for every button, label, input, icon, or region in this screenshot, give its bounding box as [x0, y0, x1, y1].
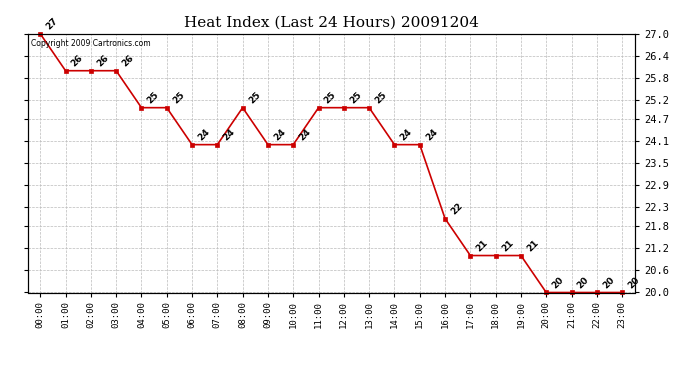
- Text: 25: 25: [146, 90, 161, 105]
- Text: 25: 25: [373, 90, 388, 105]
- Text: 20: 20: [575, 275, 591, 290]
- Text: 27: 27: [44, 16, 60, 32]
- Text: 24: 24: [196, 127, 212, 142]
- Text: 21: 21: [500, 238, 515, 254]
- Text: 21: 21: [525, 238, 540, 254]
- Text: 26: 26: [70, 53, 85, 69]
- Text: 20: 20: [601, 275, 616, 290]
- Text: 25: 25: [247, 90, 262, 105]
- Text: 25: 25: [323, 90, 338, 105]
- Text: 21: 21: [475, 238, 490, 254]
- Text: 25: 25: [348, 90, 363, 105]
- Text: 24: 24: [272, 127, 288, 142]
- Text: 26: 26: [95, 53, 110, 69]
- Text: 25: 25: [171, 90, 186, 105]
- Text: Copyright 2009 Cartronics.com: Copyright 2009 Cartronics.com: [30, 39, 150, 48]
- Text: 24: 24: [424, 127, 440, 142]
- Text: 20: 20: [551, 275, 566, 290]
- Text: 26: 26: [120, 53, 135, 69]
- Text: 22: 22: [449, 201, 464, 216]
- Text: 20: 20: [627, 275, 642, 290]
- Title: Heat Index (Last 24 Hours) 20091204: Heat Index (Last 24 Hours) 20091204: [184, 16, 479, 30]
- Text: 24: 24: [297, 127, 313, 142]
- Text: 24: 24: [221, 127, 237, 142]
- Text: 24: 24: [399, 127, 414, 142]
